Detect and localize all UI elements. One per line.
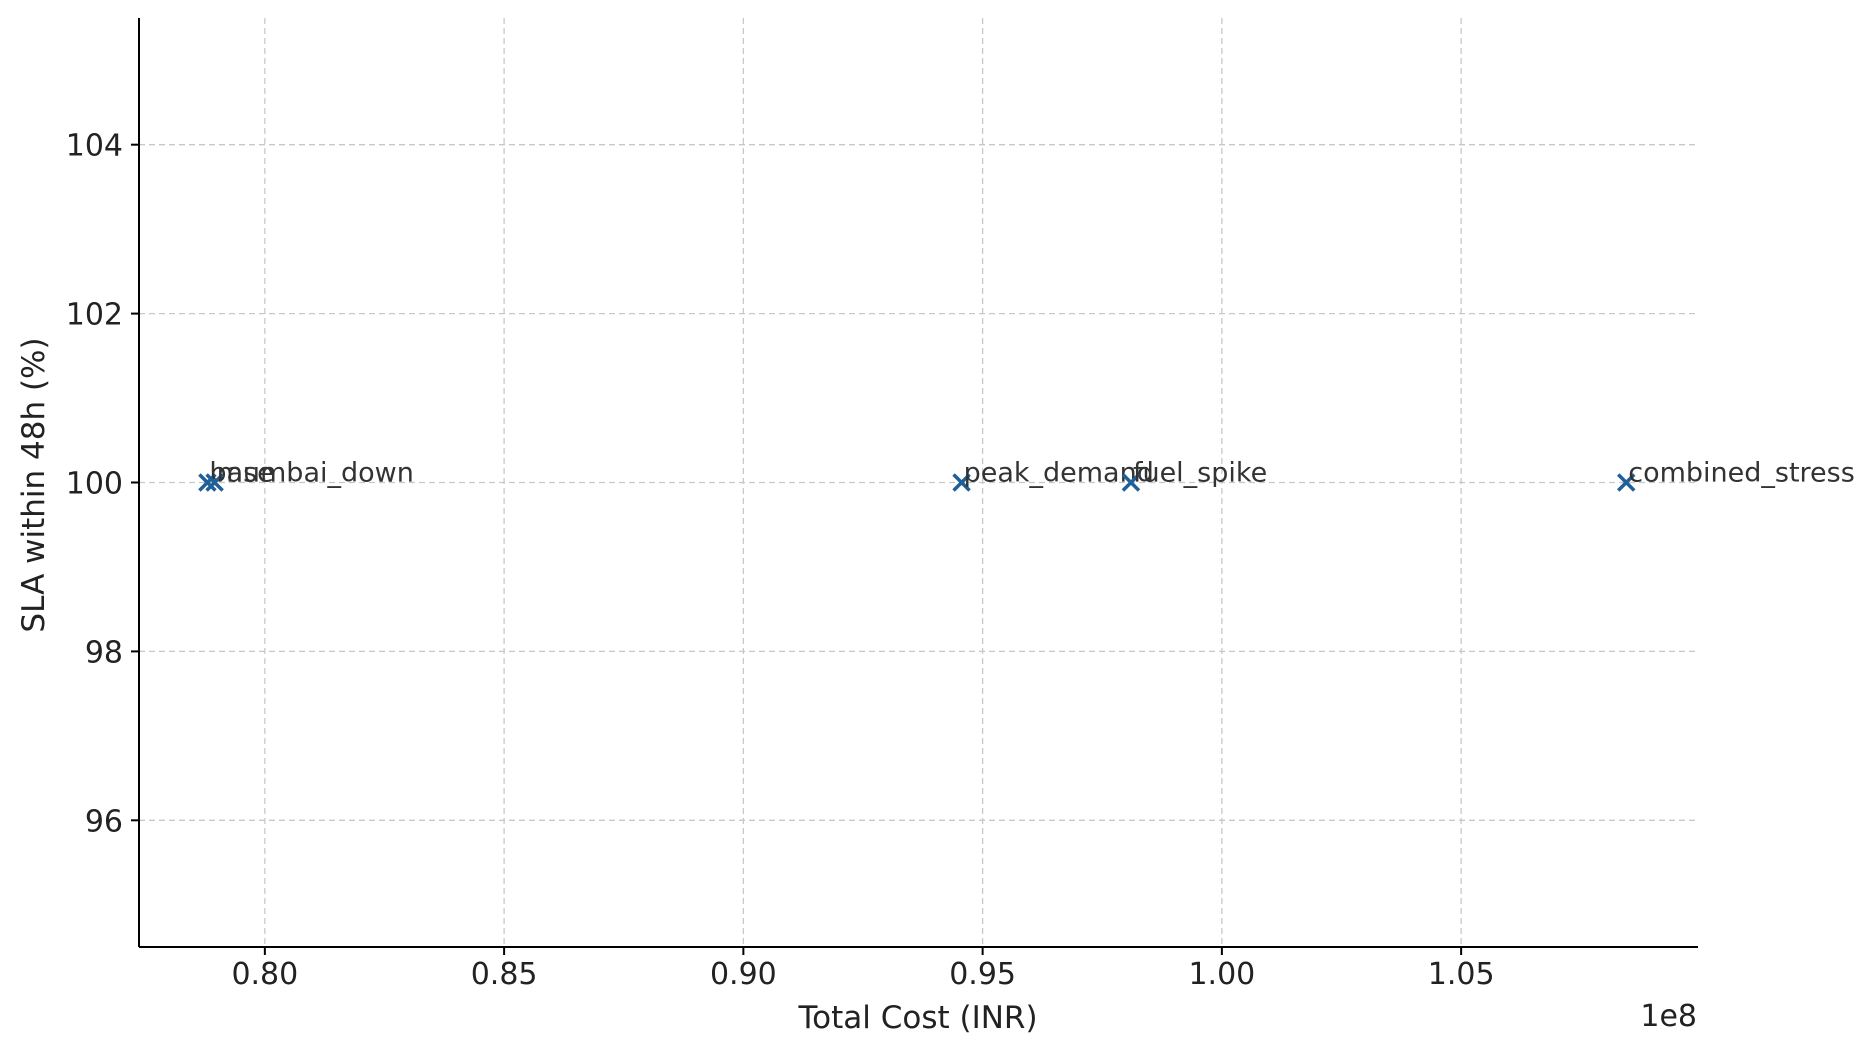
grid-layer: [139, 18, 1698, 947]
scatter-point: [1616, 473, 1636, 492]
x-tick-label: 0.90: [710, 957, 777, 992]
y-tick-label: 100: [66, 467, 123, 502]
scatter-point: [952, 473, 971, 492]
y-axis-label: SLA within 48h (%): [16, 337, 52, 632]
y-tick-label: 102: [66, 298, 123, 333]
point-label: peak_demand: [964, 458, 1154, 489]
point-label: fuel_spike: [1133, 458, 1267, 489]
x-tick-label: 0.80: [231, 957, 298, 992]
x-tick-label: 0.95: [949, 957, 1016, 992]
x-marker-stroke: [1121, 473, 1141, 492]
x-tick-label: 0.85: [471, 957, 538, 992]
x-marker-stroke: [198, 473, 217, 492]
x-marker-stroke: [205, 473, 224, 492]
x-tick-label: 1.00: [1188, 957, 1255, 992]
scatter-point: [205, 473, 224, 492]
scatter-point: [1121, 473, 1141, 492]
point-label: mumbai_down: [217, 458, 414, 489]
point-label: combined_stress: [1628, 458, 1855, 489]
y-tick-label: 104: [66, 129, 123, 164]
ticks-layer: 0.80 0.85 0.90 0.95 1.00 1.05 96 98 100 102 104: [66, 129, 1495, 992]
x-axis-label: Total Cost (INR): [797, 1000, 1037, 1036]
labels-layer: Total Cost (INR) SLA within 48h (%) 1e8: [16, 337, 1697, 1036]
x-axis-offset-label: 1e8: [1640, 999, 1697, 1034]
y-tick-label: 96: [85, 804, 123, 839]
x-marker-stroke: [952, 473, 971, 492]
scatter-point: [198, 473, 217, 492]
x-tick-label: 1.05: [1428, 957, 1495, 992]
x-marker-stroke: [1616, 473, 1636, 492]
point-label: base: [209, 458, 273, 489]
y-tick-label: 98: [85, 635, 123, 670]
